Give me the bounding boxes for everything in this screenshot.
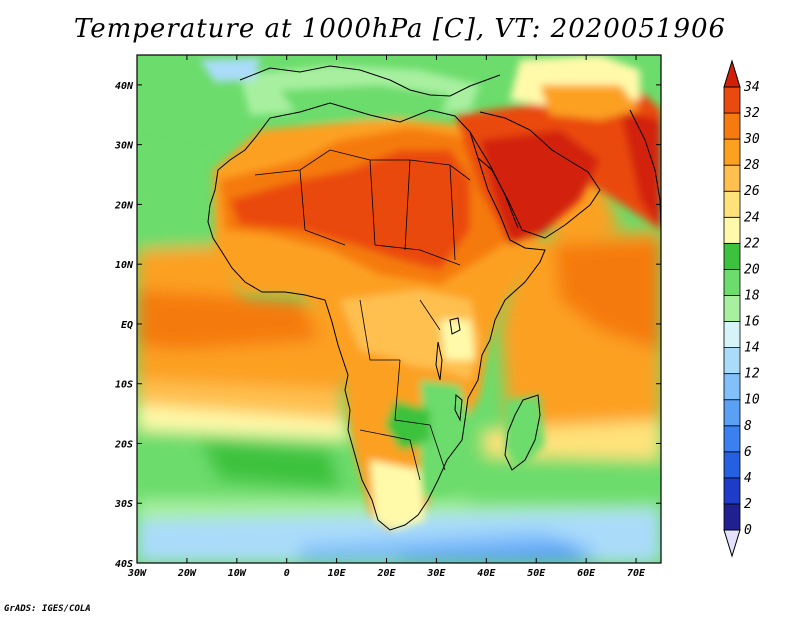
colorbar-swatch <box>723 242 741 270</box>
y-tick-label: 20N <box>114 200 134 211</box>
x-tick-label: 40E <box>477 568 496 579</box>
y-tick-label: 40N <box>115 81 134 92</box>
x-axis: 30W 20W 10W 0 10E 20E 30E 40E 50E 60E 70E <box>127 55 646 579</box>
colorbar-swatch <box>723 269 741 296</box>
x-tick-label: 0 <box>284 568 290 579</box>
borders <box>254 149 471 481</box>
colorbar-label: 14 <box>744 341 760 356</box>
colorbar-swatch <box>723 399 741 427</box>
y-tick-label: 30S <box>114 499 133 510</box>
colorbar-label: 26 <box>744 184 760 199</box>
y-tick-label: EQ <box>121 320 133 331</box>
colorbar-swatch <box>723 216 741 244</box>
x-tick-label: 70E <box>627 568 646 579</box>
colorbar-label: 4 <box>744 471 752 486</box>
colorbar-label: 32 <box>743 106 760 121</box>
x-tick-label: 20E <box>376 568 396 579</box>
colorbar-swatch <box>723 190 741 218</box>
colorbar-label: 10 <box>744 393 760 408</box>
x-tick-label: 30E <box>426 568 446 579</box>
colorbar-swatch <box>723 373 741 401</box>
map-title: Temperature at 1000hPa [C], VT: 20200519… <box>73 14 727 44</box>
map-frame <box>136 54 662 564</box>
colorbar-swatch <box>723 451 741 479</box>
lakes <box>435 317 463 422</box>
temperature-field <box>137 55 661 563</box>
y-tick-label: 40S <box>115 559 133 570</box>
x-tick-label: 50E <box>527 568 546 579</box>
colorbar-label: 0 <box>744 523 752 538</box>
colorbar-high-arrow <box>723 59 741 88</box>
india-coastline <box>629 109 661 231</box>
y-tick-label: 10S <box>115 380 133 391</box>
europe-coastline <box>239 65 501 97</box>
y-axis: 40N 30N 20N 10N EQ 10S 20S 30S 40S <box>114 81 661 570</box>
colorbar-label: 22 <box>744 236 760 251</box>
colorbar-label: 28 <box>744 158 760 173</box>
colorbar-swatch <box>723 112 741 140</box>
y-tick-label: 10N <box>115 260 134 271</box>
colorbar-swatch <box>723 321 741 348</box>
colorbar-label: 34 <box>743 80 760 95</box>
colorbar-label: 20 <box>744 262 760 277</box>
grads-credit: GrADS: IGES/COLA <box>4 604 91 614</box>
colorbar-swatch <box>723 347 741 375</box>
colorbar-label: 30 <box>743 132 760 147</box>
coastlines <box>207 65 661 531</box>
x-tick-label: 30W <box>127 568 147 579</box>
colorbar-swatch <box>723 477 741 505</box>
colorbar-swatch <box>723 138 741 166</box>
x-tick-label: 60E <box>577 568 596 579</box>
arabian-peninsula-coastline <box>477 111 601 239</box>
colorbar-swatch <box>723 86 741 114</box>
red-sea <box>469 131 519 229</box>
colorbar-label: 8 <box>744 419 752 434</box>
colorbar-swatch <box>723 425 741 453</box>
colorbar-low-arrow <box>723 529 741 558</box>
colorbar-swatch <box>723 295 741 322</box>
madagascar-coastline <box>504 394 541 471</box>
y-tick-label: 30N <box>114 141 134 152</box>
x-tick-label: 20W <box>177 568 197 579</box>
y-tick-label: 20S <box>114 439 133 450</box>
colorbar-label: 16 <box>744 315 760 330</box>
x-tick-label: 10W <box>228 568 247 579</box>
colorbar-label: 2 <box>744 497 752 512</box>
x-tick-label: 10E <box>328 568 347 579</box>
colorbar-label: 6 <box>744 445 752 460</box>
colorbar-swatch <box>723 503 741 531</box>
colorbar-label: 12 <box>744 367 760 382</box>
africa-coastline <box>207 102 546 531</box>
colorbar-label: 18 <box>744 288 760 303</box>
colorbar-swatch <box>723 164 741 192</box>
colorbar-label: 24 <box>744 210 760 225</box>
